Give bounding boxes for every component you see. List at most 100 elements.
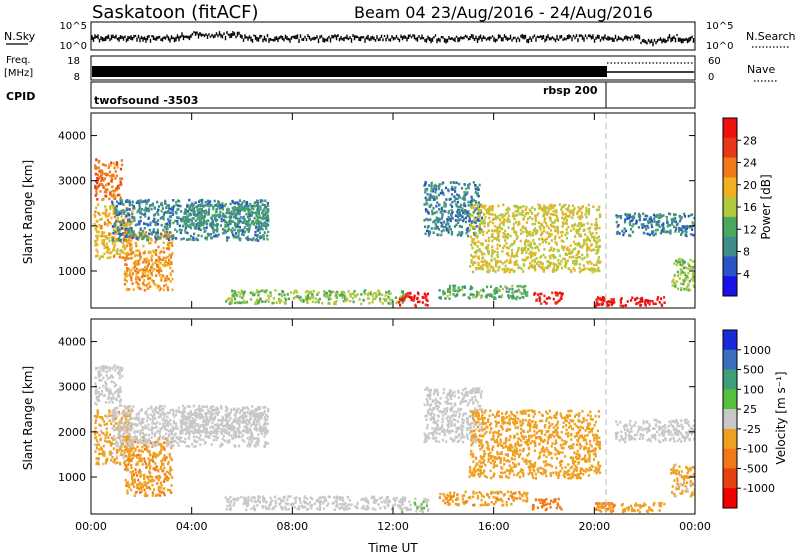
echo-region — [670, 463, 695, 498]
noise-search-label: N.Search — [746, 30, 796, 43]
y-tick-label: 3000 — [58, 175, 86, 188]
velocity-echo-layer — [93, 364, 695, 514]
colorbar-cell — [723, 276, 737, 297]
colorbar-tick-label: -500 — [743, 462, 768, 475]
colorbar-tick-label: -1000 — [743, 482, 775, 495]
y-tick-label: 1000 — [58, 265, 86, 278]
echo-region — [438, 284, 529, 301]
colorbar-cell — [723, 369, 737, 390]
colorbar-cell — [723, 157, 737, 178]
colorbar-tick-label: 16 — [743, 201, 757, 214]
x-tick-label: 00:00 — [679, 520, 711, 533]
x-tick-label: 12:00 — [377, 520, 409, 533]
freq-label-line2: [MHz] — [4, 68, 33, 79]
colorbar-cell — [723, 197, 737, 218]
x-tick-label: 20:00 — [578, 520, 610, 533]
colorbar-cell — [723, 428, 737, 449]
power-x-ticks — [90, 113, 696, 308]
freq-tick-top: 18 — [67, 56, 80, 67]
colorbar-cell — [723, 448, 737, 469]
cpid-program-2: rbsp 200 — [543, 84, 598, 97]
colorbar-cell — [723, 330, 737, 351]
echo-region — [438, 490, 529, 507]
colorbar-cell — [723, 256, 737, 277]
x-tick-label: 04:00 — [176, 520, 208, 533]
echo-region — [423, 386, 484, 444]
colorbar-cell — [723, 409, 737, 430]
echo-region — [423, 180, 484, 238]
echo-region — [533, 291, 564, 305]
y-tick-label: 4000 — [58, 336, 86, 349]
colorbar-tick-label: 4 — [743, 268, 750, 281]
echo-region — [595, 502, 616, 514]
echo-region — [620, 501, 666, 514]
frequency-trace — [92, 66, 607, 77]
echo-region — [671, 257, 695, 292]
noise-left-tick-top: 10^5 — [60, 21, 87, 32]
colorbar-cell — [723, 468, 737, 489]
echo-region — [94, 364, 124, 407]
velocity-y-axis: 1000 2000 3000 4000 — [58, 336, 695, 484]
y-tick-label: 4000 — [58, 130, 86, 143]
echo-region — [614, 418, 695, 444]
colorbar-tick-label: 100 — [743, 383, 764, 396]
x-tick-label: 00:00 — [75, 520, 107, 533]
nave-label: Nave — [747, 63, 775, 76]
power-panel: 1000 2000 3000 4000 Slant Range [km] — [21, 112, 696, 309]
frequency-panel-frame — [90, 55, 696, 81]
echo-region — [594, 296, 616, 308]
colorbar-cell — [723, 177, 737, 198]
echo-region — [468, 203, 602, 274]
velocity-x-axis: 00:00 04:00 08:00 12:00 16:00 20:00 00:00 — [75, 319, 711, 533]
velocity-colorbar-frame — [722, 329, 738, 509]
echo-region — [619, 296, 666, 308]
noise-panel-frame — [90, 21, 696, 51]
colorbar-cell — [723, 349, 737, 370]
echo-region — [398, 497, 430, 514]
y-tick-label: 2000 — [58, 426, 86, 439]
plot-title: Saskatoon (fitACF) — [92, 2, 259, 23]
velocity-colorbar-label: Velocity [m s⁻¹] — [774, 371, 788, 464]
colorbar-cell — [723, 216, 737, 237]
velocity-panel: 1000 2000 3000 4000 00:00 04:00 08:00 12:00 16:… — [21, 318, 711, 554]
echo-region — [531, 497, 563, 512]
y-tick-label: 1000 — [58, 471, 86, 484]
echo-region — [468, 409, 602, 480]
power-colorbar: 4 8 12 16 20 24 28 Power [dB] — [722, 117, 773, 297]
freq-label-line1: Freq. — [6, 55, 31, 66]
x-tick-label: 08:00 — [276, 520, 308, 533]
colorbar-tick-label: 24 — [743, 157, 757, 170]
colorbar-tick-label: 500 — [743, 364, 764, 377]
colorbar-tick-label: 8 — [743, 246, 750, 259]
power-colorbar-ticks: 4 8 12 16 20 24 28 — [737, 134, 757, 281]
colorbar-cell — [723, 389, 737, 410]
nave-tick-top: 60 — [708, 56, 721, 67]
velocity-colorbar-cells — [723, 330, 737, 509]
cpid-program-1: twofsound -3503 — [94, 94, 198, 107]
colorbar-tick-label: -100 — [743, 443, 768, 456]
nave-tick-bottom: 0 — [708, 72, 714, 83]
echo-region — [179, 203, 270, 229]
colorbar-tick-label: 1000 — [743, 344, 771, 357]
echo-region — [615, 212, 695, 238]
y-tick-label: 2000 — [58, 220, 86, 233]
colorbar-tick-label: 20 — [743, 179, 757, 192]
noise-sky-label: N.Sky — [4, 30, 36, 43]
colorbar-cell — [723, 137, 737, 158]
noise-right-tick-bottom: 10^0 — [706, 41, 733, 52]
y-tick-label: 3000 — [58, 381, 86, 394]
velocity-colorbar: 1000 500 100 25 -25 -100 -500 -1000 Velocity [m… — [722, 329, 788, 509]
echo-region — [179, 409, 270, 435]
echo-region — [123, 436, 174, 498]
colorbar-cell — [723, 236, 737, 257]
power-echo-layer — [93, 158, 695, 308]
power-y-axis: 1000 2000 3000 4000 — [58, 130, 695, 278]
cpid-label: CPID — [6, 90, 35, 103]
colorbar-cell — [723, 488, 737, 509]
noise-left-tick-bottom: 10^0 — [60, 41, 87, 52]
velocity-y-axis-label: Slant Range [km] — [21, 366, 35, 470]
echo-region — [111, 404, 270, 448]
echo-region — [94, 158, 124, 202]
cpid-panel: CPID twofsound -3503 rbsp 200 — [6, 81, 696, 109]
